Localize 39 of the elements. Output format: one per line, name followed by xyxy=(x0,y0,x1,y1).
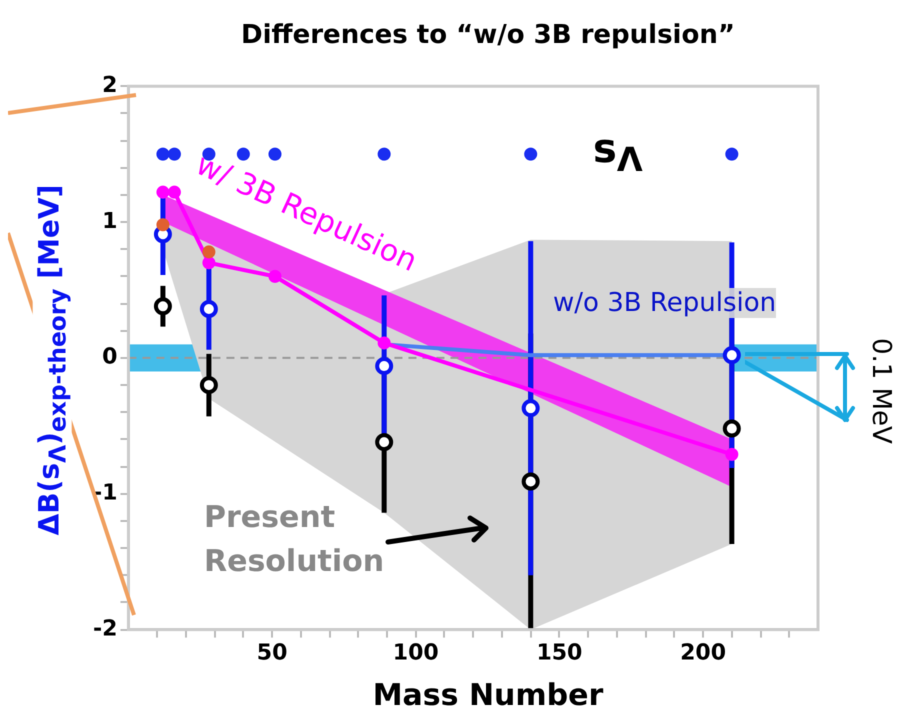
point xyxy=(378,148,391,161)
annotation: Present Resolution xyxy=(204,499,386,581)
x-tick-label: 200 xyxy=(680,640,726,666)
y-tick-label: -1 xyxy=(92,480,118,506)
y-tick-label: 2 xyxy=(102,72,118,98)
point xyxy=(202,256,216,270)
point xyxy=(156,218,170,232)
chart-title: Differences to “w/o 3B repulsion” xyxy=(240,20,736,50)
point xyxy=(268,148,282,161)
point xyxy=(725,148,738,161)
point xyxy=(168,148,181,161)
point xyxy=(375,433,394,452)
point xyxy=(156,186,170,199)
point xyxy=(202,245,216,258)
point xyxy=(236,148,250,161)
point xyxy=(522,472,540,491)
point xyxy=(378,336,391,350)
y-tick-label: -2 xyxy=(92,616,118,642)
point xyxy=(156,148,170,161)
point xyxy=(154,297,172,316)
y-tick-label: 0 xyxy=(102,344,118,370)
x-tick-label: 150 xyxy=(536,640,582,666)
annotation: w/o 3B Repulsion xyxy=(553,288,776,318)
point xyxy=(375,357,394,376)
band-label: 0.1 MeV xyxy=(866,338,896,444)
point xyxy=(722,420,741,438)
x-tick-label: 50 xyxy=(256,640,288,666)
point xyxy=(725,448,738,461)
y-tick-label: 1 xyxy=(102,208,118,234)
x-tick-label: 100 xyxy=(392,640,439,666)
point xyxy=(168,186,181,199)
annotation: s$_{Λ}$ xyxy=(593,126,643,179)
point xyxy=(524,148,538,161)
point xyxy=(200,300,218,318)
point xyxy=(200,376,218,394)
point xyxy=(268,270,282,283)
point xyxy=(522,399,540,418)
point xyxy=(722,346,741,364)
x-axis-title: Mass Number xyxy=(372,678,604,708)
